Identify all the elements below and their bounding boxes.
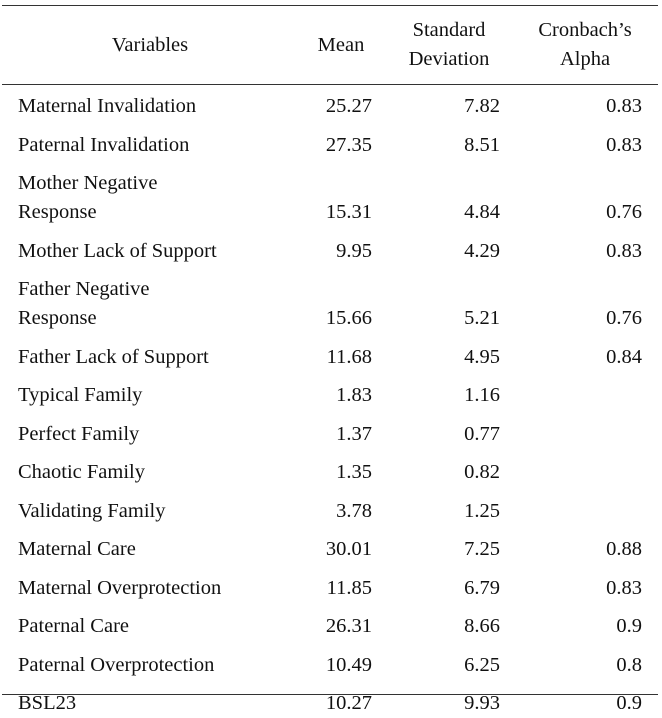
row-variable-label: Maternal Care xyxy=(18,535,308,564)
row-mean-value: 11.85 xyxy=(326,576,372,599)
row-alpha-value: 0.76 xyxy=(606,307,642,329)
row-sd-value: 4.95 xyxy=(464,345,500,368)
row-variable-label-line: Perfect Family xyxy=(18,422,140,445)
row-variable-label: Mother Negative Response xyxy=(18,169,308,227)
row-variable-label: Paternal Care xyxy=(18,612,308,641)
header-sd-line-2: Deviation xyxy=(408,48,490,70)
row-alpha-value: 0.76 xyxy=(606,201,642,223)
row-variable-label: Typical Family xyxy=(18,381,308,410)
header-cronbachs-alpha: Cronbach’s Alpha xyxy=(522,16,648,74)
row-alpha-value: 0.88 xyxy=(606,538,642,560)
row-variable-label-line: Response xyxy=(18,307,97,329)
row-sd-value: 9.93 xyxy=(464,692,500,714)
row-alpha-value: 0.8 xyxy=(616,653,642,676)
row-sd-value: 1.25 xyxy=(464,499,500,522)
row-variable-label: BSL23 xyxy=(18,689,308,718)
row-mean-value: 15.31 xyxy=(325,201,372,223)
row-alpha-value: 0.83 xyxy=(606,239,642,262)
row-sd-value: 1.16 xyxy=(464,384,500,406)
row-mean-value: 27.35 xyxy=(325,133,372,156)
row-variable-label: Chaotic Family xyxy=(18,458,308,487)
row-variable-label: Validating Family xyxy=(18,497,308,526)
row-variable-label: Mother Lack of Support xyxy=(18,237,308,266)
row-variable-label: Maternal Overprotection xyxy=(18,574,308,603)
row-alpha-value: 0.83 xyxy=(606,576,642,599)
row-sd-value: 7.82 xyxy=(464,95,500,117)
row-variable-label-line: Paternal Overprotection xyxy=(18,653,215,676)
header-standard-deviation: Standard Deviation xyxy=(392,16,506,74)
row-mean-value: 9.95 xyxy=(336,239,372,262)
row-sd-value: 0.82 xyxy=(464,461,500,483)
header-mean-line: Mean xyxy=(317,34,365,56)
row-sd-value: 4.84 xyxy=(464,201,500,223)
header-sd-line-1: Standard xyxy=(412,19,486,41)
row-mean-value: 11.68 xyxy=(326,345,372,368)
row-variable-label-line: Typical Family xyxy=(18,384,143,406)
row-sd-value: 6.79 xyxy=(464,576,500,599)
row-alpha-value: 0.83 xyxy=(606,95,642,117)
header-variables-line: Variables xyxy=(111,34,189,56)
row-variable-label-line: BSL23 xyxy=(18,692,77,714)
row-sd-value: 4.29 xyxy=(464,239,500,262)
row-variable-label-line: Father Lack of Support xyxy=(18,345,209,368)
row-variable-label-line: Response xyxy=(18,201,97,223)
row-sd-value: 8.66 xyxy=(464,615,500,637)
row-variable-label-line: Validating Family xyxy=(18,499,166,522)
row-sd-value: 7.25 xyxy=(464,538,500,560)
row-alpha-value: 0.83 xyxy=(606,133,642,156)
row-mean-value: 1.35 xyxy=(336,461,372,483)
table-header-rule xyxy=(2,84,658,85)
row-variable-label-line: Father Negative xyxy=(18,278,150,300)
row-sd-value: 0.77 xyxy=(464,422,500,445)
row-variable-label: Father Negative Response xyxy=(18,275,308,333)
row-variable-label-line: Mother Negative xyxy=(18,172,158,194)
row-variable-label-line: Maternal Overprotection xyxy=(18,576,222,599)
row-mean-value: 25.27 xyxy=(325,95,372,117)
row-mean-value: 3.78 xyxy=(336,499,372,522)
row-mean-value: 1.83 xyxy=(336,384,372,406)
row-mean-value: 10.27 xyxy=(325,692,372,714)
row-variable-label-line: Maternal Invalidation xyxy=(18,95,197,117)
row-mean-value: 1.37 xyxy=(336,422,372,445)
row-variable-label: Father Lack of Support xyxy=(18,343,308,372)
row-sd-value: 5.21 xyxy=(464,307,500,329)
row-variable-label-line: Chaotic Family xyxy=(18,461,145,483)
row-variable-label-line: Maternal Care xyxy=(18,538,136,560)
row-mean-value: 30.01 xyxy=(325,538,372,560)
header-alpha-line-1: Cronbach’s xyxy=(538,19,632,41)
row-variable-label-line: Paternal Invalidation xyxy=(18,133,190,156)
row-alpha-value: 0.9 xyxy=(616,692,642,714)
row-variable-label-line: Mother Lack of Support xyxy=(18,239,217,262)
row-sd-value: 8.51 xyxy=(464,133,500,156)
header-alpha-line-2: Alpha xyxy=(559,48,611,70)
row-alpha-value: 0.9 xyxy=(616,615,642,637)
row-sd-value: 6.25 xyxy=(464,653,500,676)
row-alpha-value: 0.84 xyxy=(606,345,642,368)
row-variable-label: Maternal Invalidation xyxy=(18,92,308,121)
row-mean-value: 10.49 xyxy=(325,653,372,676)
table-bottom-rule xyxy=(2,694,658,695)
row-mean-value: 15.66 xyxy=(325,307,372,329)
row-variable-label-line: Paternal Care xyxy=(18,615,129,637)
descriptive-statistics-table: Variables Mean Standard Deviation Cronba… xyxy=(2,5,658,714)
header-mean: Mean xyxy=(306,31,376,60)
row-mean-value: 26.31 xyxy=(325,615,372,637)
header-variables: Variables xyxy=(98,31,202,60)
row-variable-label: Paternal Overprotection xyxy=(18,651,308,680)
row-variable-label: Paternal Invalidation xyxy=(18,131,308,160)
table-top-rule xyxy=(2,5,658,6)
row-variable-label: Perfect Family xyxy=(18,420,308,449)
